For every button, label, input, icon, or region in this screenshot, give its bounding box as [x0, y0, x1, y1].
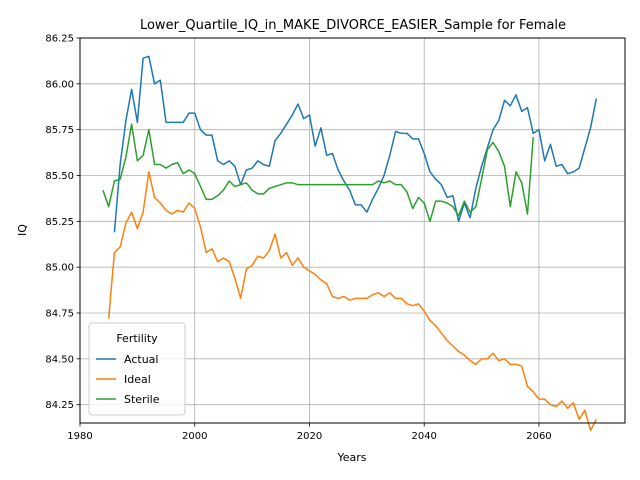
- legend-label-sterile: Sterile: [124, 393, 160, 406]
- y-tick-label: 85.00: [45, 263, 74, 274]
- legend-box: [88, 322, 186, 416]
- y-tick-label: 85.75: [45, 125, 74, 136]
- legend-label-actual: Actual: [124, 353, 158, 366]
- x-tick-label: 2040: [411, 431, 436, 442]
- y-tick-label: 84.75: [45, 309, 74, 320]
- chart-title: Lower_Quartile_IQ_in_MAKE_DIVORCE_EASIER…: [140, 18, 566, 33]
- series-line-ideal: [107, 171, 597, 432]
- legend: Fertility Actual Ideal Sterile: [88, 322, 186, 416]
- legend-title: Fertility: [116, 332, 158, 345]
- x-tick-label: 2000: [182, 431, 207, 442]
- legend-label-ideal: Ideal: [124, 373, 151, 386]
- axis-ticks: 1980 2000 2020 2040 2060 84.25 84.50 84.75 85.00…: [45, 34, 551, 443]
- x-tick-label: 2060: [526, 431, 551, 442]
- x-tick-label: 1980: [67, 431, 92, 442]
- y-tick-label: 85.25: [45, 217, 74, 228]
- y-tick-label: 86.25: [45, 34, 74, 45]
- plot-frame: [79, 37, 626, 424]
- y-tick-label: 84.25: [45, 400, 74, 411]
- y-tick-label: 84.50: [45, 354, 74, 365]
- y-tick-label: 85.50: [45, 171, 74, 182]
- series-line-sterile: [102, 123, 534, 223]
- x-axis-label: Years: [336, 451, 366, 464]
- y-tick-label: 86.00: [45, 79, 74, 90]
- y-axis-label: IQ: [16, 224, 29, 236]
- x-tick-label: 2020: [297, 431, 322, 442]
- series-lines: [102, 55, 598, 432]
- series-line-actual: [113, 55, 598, 233]
